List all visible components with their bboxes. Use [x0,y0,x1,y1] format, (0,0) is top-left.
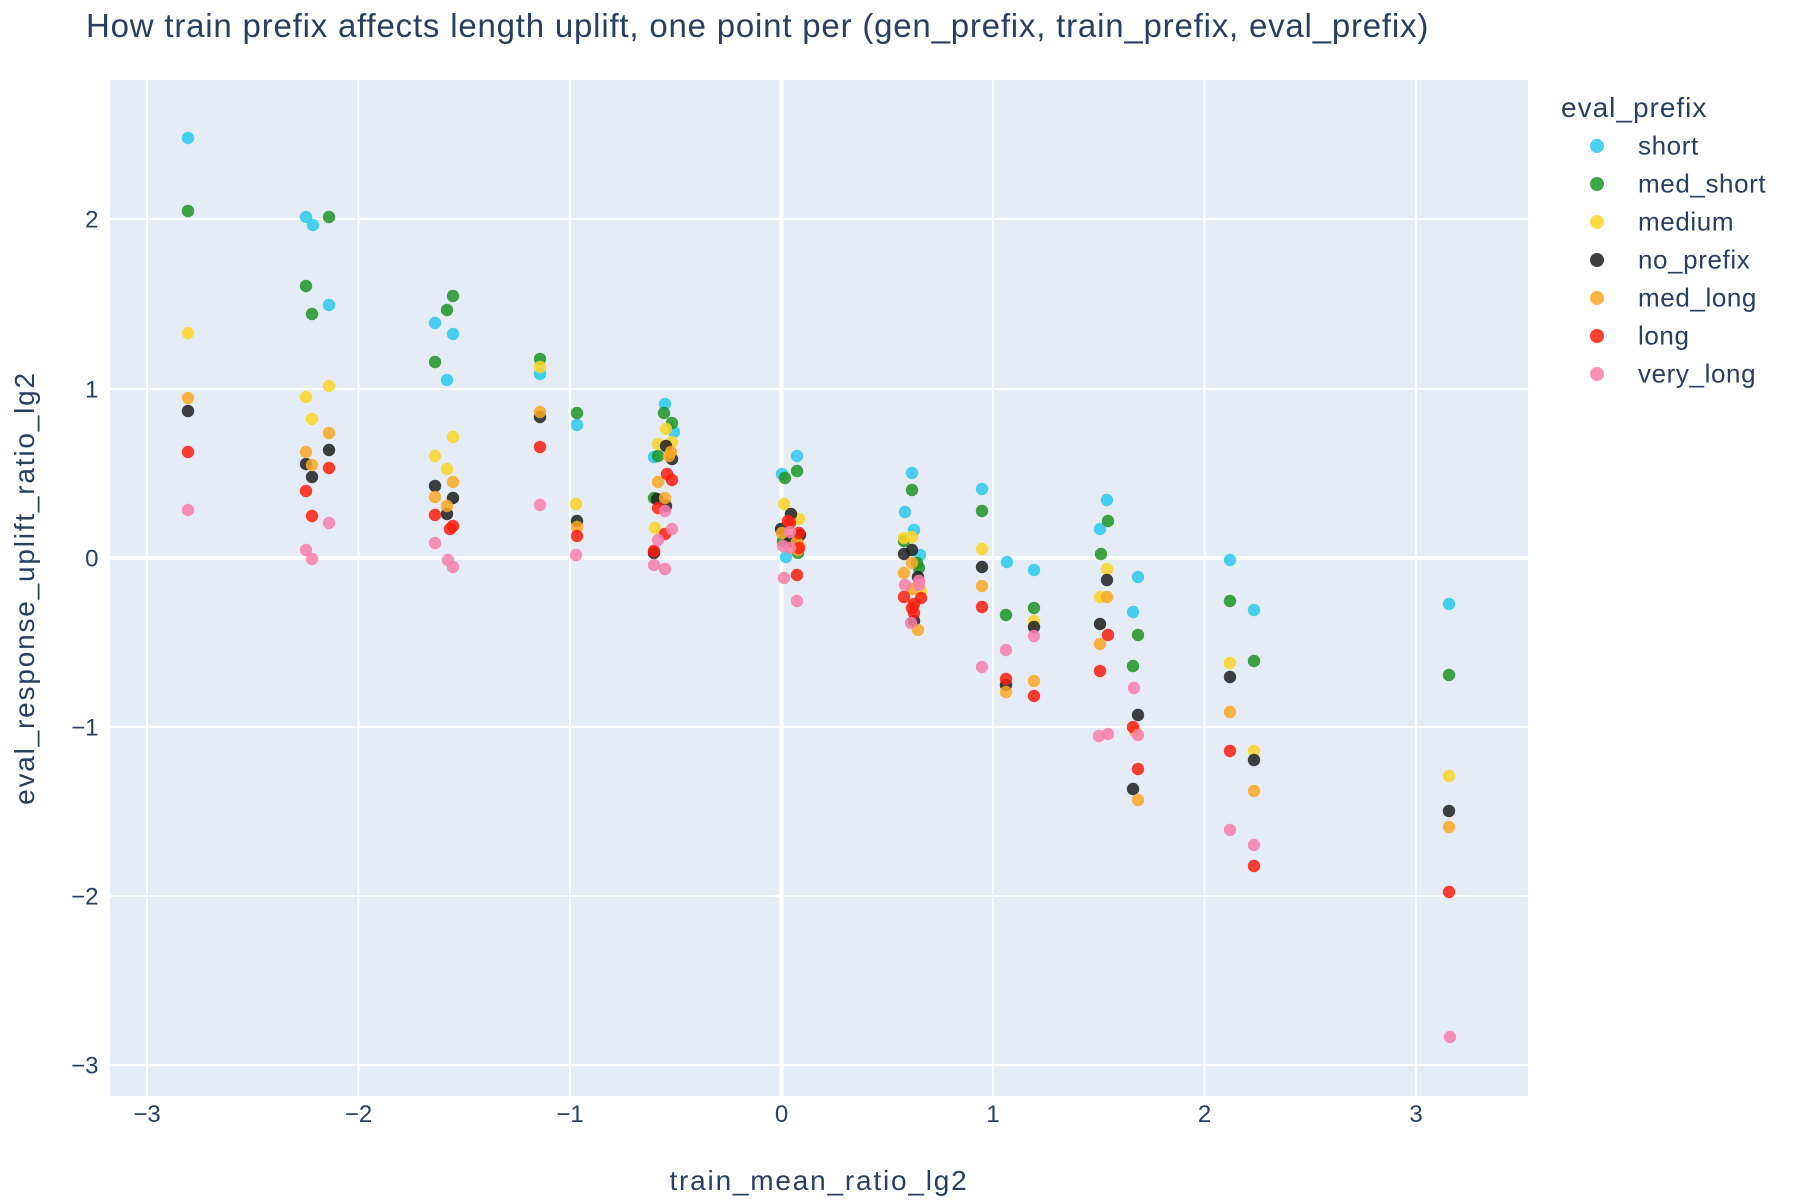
svg-text:med_short: med_short [1638,169,1766,199]
svg-text:train_mean_ratio_lg2: train_mean_ratio_lg2 [669,1165,968,1196]
svg-text:2: 2 [85,207,98,234]
svg-text:medium: medium [1638,207,1734,237]
svg-text:−2: −2 [345,1101,372,1128]
svg-text:−1: −1 [71,715,98,742]
svg-text:0: 0 [775,1101,788,1128]
svg-text:med_long: med_long [1638,283,1757,313]
svg-text:−1: −1 [556,1101,583,1128]
svg-text:−3: −3 [133,1101,160,1128]
svg-text:−2: −2 [71,884,98,911]
svg-text:3: 3 [1409,1101,1422,1128]
svg-text:short: short [1638,131,1699,161]
svg-text:eval_prefix: eval_prefix [1561,92,1707,123]
svg-text:long: long [1638,321,1690,351]
svg-text:eval_response_uplift_ratio_lg2: eval_response_uplift_ratio_lg2 [9,371,40,805]
svg-text:1: 1 [85,377,98,404]
svg-text:2: 2 [1198,1101,1211,1128]
svg-text:very_long: very_long [1638,359,1756,389]
svg-text:−3: −3 [71,1053,98,1080]
svg-text:1: 1 [986,1101,999,1128]
svg-text:How train prefix affects lengt: How train prefix affects length uplift, … [86,7,1429,44]
svg-text:0: 0 [85,546,98,573]
svg-text:no_prefix: no_prefix [1638,245,1750,275]
